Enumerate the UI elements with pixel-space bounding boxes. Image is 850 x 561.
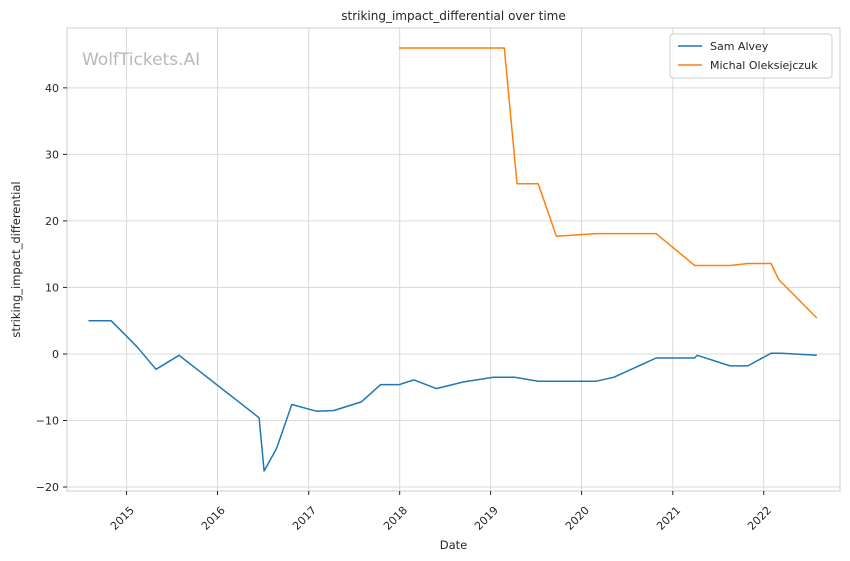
series-line-2 [399, 47, 818, 319]
y-tick-label: 0 [52, 348, 59, 361]
x-tick-label: 2020 [563, 504, 592, 533]
y-tick-label: 10 [45, 281, 59, 294]
x-tick-label: 2022 [745, 504, 774, 533]
legend: Sam Alvey Michal Oleksiejczuk [669, 33, 833, 79]
legend-label: Sam Alvey [710, 40, 769, 53]
x-axis-label: Date [440, 538, 468, 552]
y-tick-label: 30 [45, 148, 59, 161]
watermark-text: WolfTickets.AI [82, 50, 200, 70]
y-tick-label: 40 [45, 82, 59, 95]
x-tick-label: 2018 [381, 504, 410, 533]
x-axis-ticks: 2015 2016 2017 2018 2019 2020 2021 2022 [108, 491, 774, 533]
y-axis-ticks: −20 −10 0 10 20 30 40 [36, 82, 67, 494]
legend-box [669, 33, 833, 79]
y-tick-label: −10 [36, 414, 59, 427]
grid [67, 28, 840, 491]
x-tick-label: 2016 [199, 504, 228, 533]
series-line-1 [88, 319, 817, 472]
plot-area-border [66, 27, 841, 492]
series-lines [88, 47, 818, 472]
y-tick-label: −20 [36, 481, 59, 494]
x-tick-label: 2021 [654, 504, 683, 533]
y-axis-label: striking_impact_differential [9, 181, 23, 337]
x-tick-label: 2017 [290, 504, 319, 533]
chart-title: striking_impact_differential over time [341, 9, 566, 23]
x-tick-label: 2019 [472, 504, 501, 533]
y-tick-label: 20 [45, 215, 59, 228]
legend-label: Michal Oleksiejczuk [710, 59, 818, 72]
x-tick-label: 2015 [108, 504, 137, 533]
